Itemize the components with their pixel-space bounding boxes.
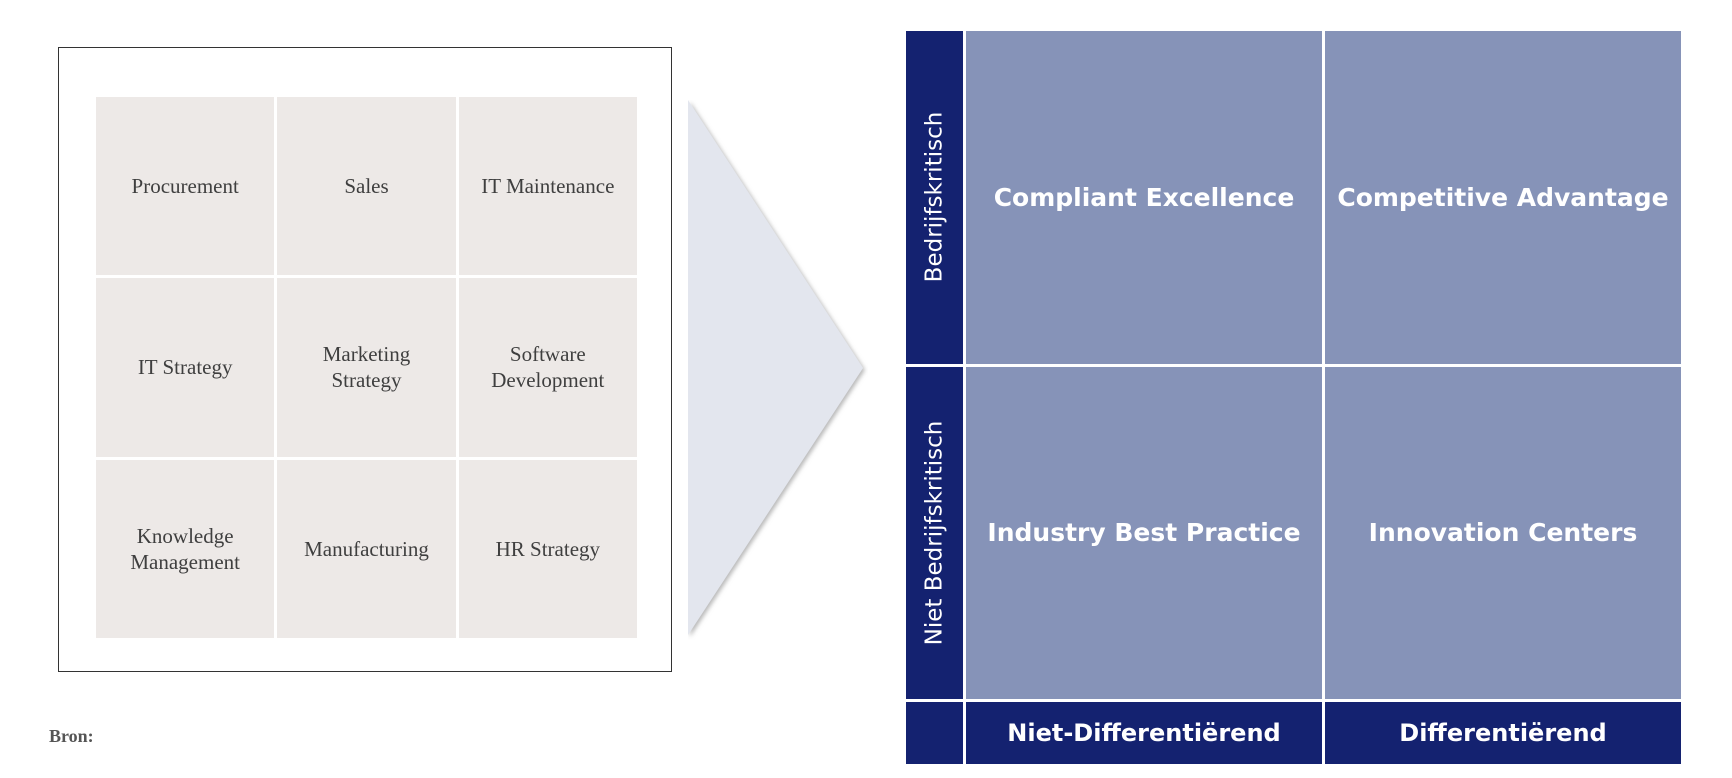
x-axis-label: Differentiërend bbox=[1325, 702, 1681, 764]
source-label: Bron: bbox=[49, 726, 94, 746]
x-axis-label: Niet-Differentiërend bbox=[966, 702, 1322, 764]
activity-cell: Sales bbox=[277, 97, 456, 276]
y-axis-bottom: Niet Bedrijfskritisch bbox=[906, 366, 963, 699]
activity-cell: Manufacturing bbox=[277, 459, 456, 638]
y-axis-label: Bedrijfskritisch bbox=[921, 111, 948, 283]
y-axis-label: Niet Bedrijfskritisch bbox=[921, 420, 948, 646]
chevron-arrow-icon bbox=[688, 100, 863, 635]
activity-cell: HR Strategy bbox=[458, 459, 637, 638]
activity-cell: Marketing Strategy bbox=[277, 278, 456, 457]
activities-grid: Procurement Sales IT Maintenance IT Stra… bbox=[96, 97, 637, 638]
matrix-corner bbox=[906, 702, 963, 764]
sourcing-matrix: Bedrijfskritisch Compliant Excellence Co… bbox=[906, 31, 1681, 764]
quadrant-innovation-centers: Innovation Centers bbox=[1325, 366, 1681, 699]
activity-cell: Software Development bbox=[458, 278, 637, 457]
y-axis-top: Bedrijfskritisch bbox=[906, 31, 963, 364]
activity-cell: IT Maintenance bbox=[458, 97, 637, 276]
quadrant-competitive-advantage: Competitive Advantage bbox=[1325, 31, 1681, 364]
quadrant-industry-best-practice: Industry Best Practice bbox=[966, 366, 1322, 699]
activity-cell: Knowledge Management bbox=[96, 459, 275, 638]
activity-cell: Procurement bbox=[96, 97, 275, 276]
quadrant-compliant-excellence: Compliant Excellence bbox=[966, 31, 1322, 364]
activity-cell: IT Strategy bbox=[96, 278, 275, 457]
